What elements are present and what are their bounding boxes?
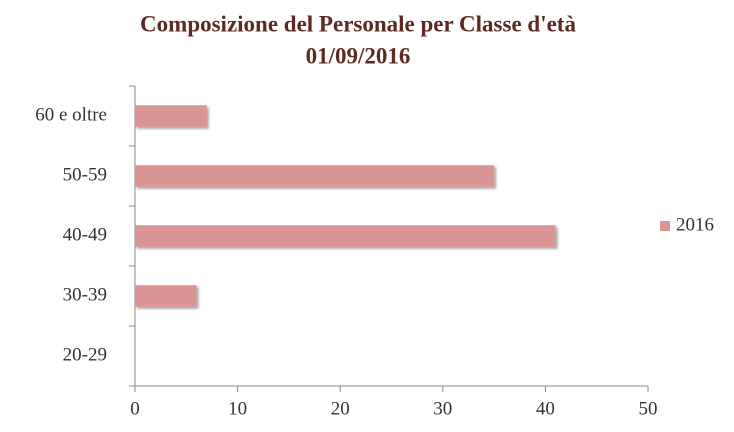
legend-swatch [660, 221, 670, 231]
y-tick-label: 50-59 [63, 164, 107, 185]
bar [135, 165, 495, 187]
y-tick-label: 20-29 [63, 344, 107, 365]
bar [135, 285, 197, 307]
y-tick-label: 40-49 [63, 224, 107, 245]
x-tick-label: 0 [130, 398, 140, 419]
x-tick-label: 20 [331, 398, 350, 419]
chart-title: Composizione del Personale per Classe d'… [140, 11, 576, 36]
x-tick-label: 30 [433, 398, 452, 419]
x-tick-label: 10 [228, 398, 247, 419]
legend-label: 2016 [676, 214, 714, 235]
bar [135, 105, 207, 127]
bar [135, 225, 556, 247]
x-tick-label: 50 [639, 398, 658, 419]
y-tick-label: 60 e oltre [35, 104, 107, 125]
x-tick-label: 40 [536, 398, 555, 419]
chart-subtitle: 01/09/2016 [306, 43, 411, 68]
y-tick-label: 30-39 [63, 284, 107, 305]
